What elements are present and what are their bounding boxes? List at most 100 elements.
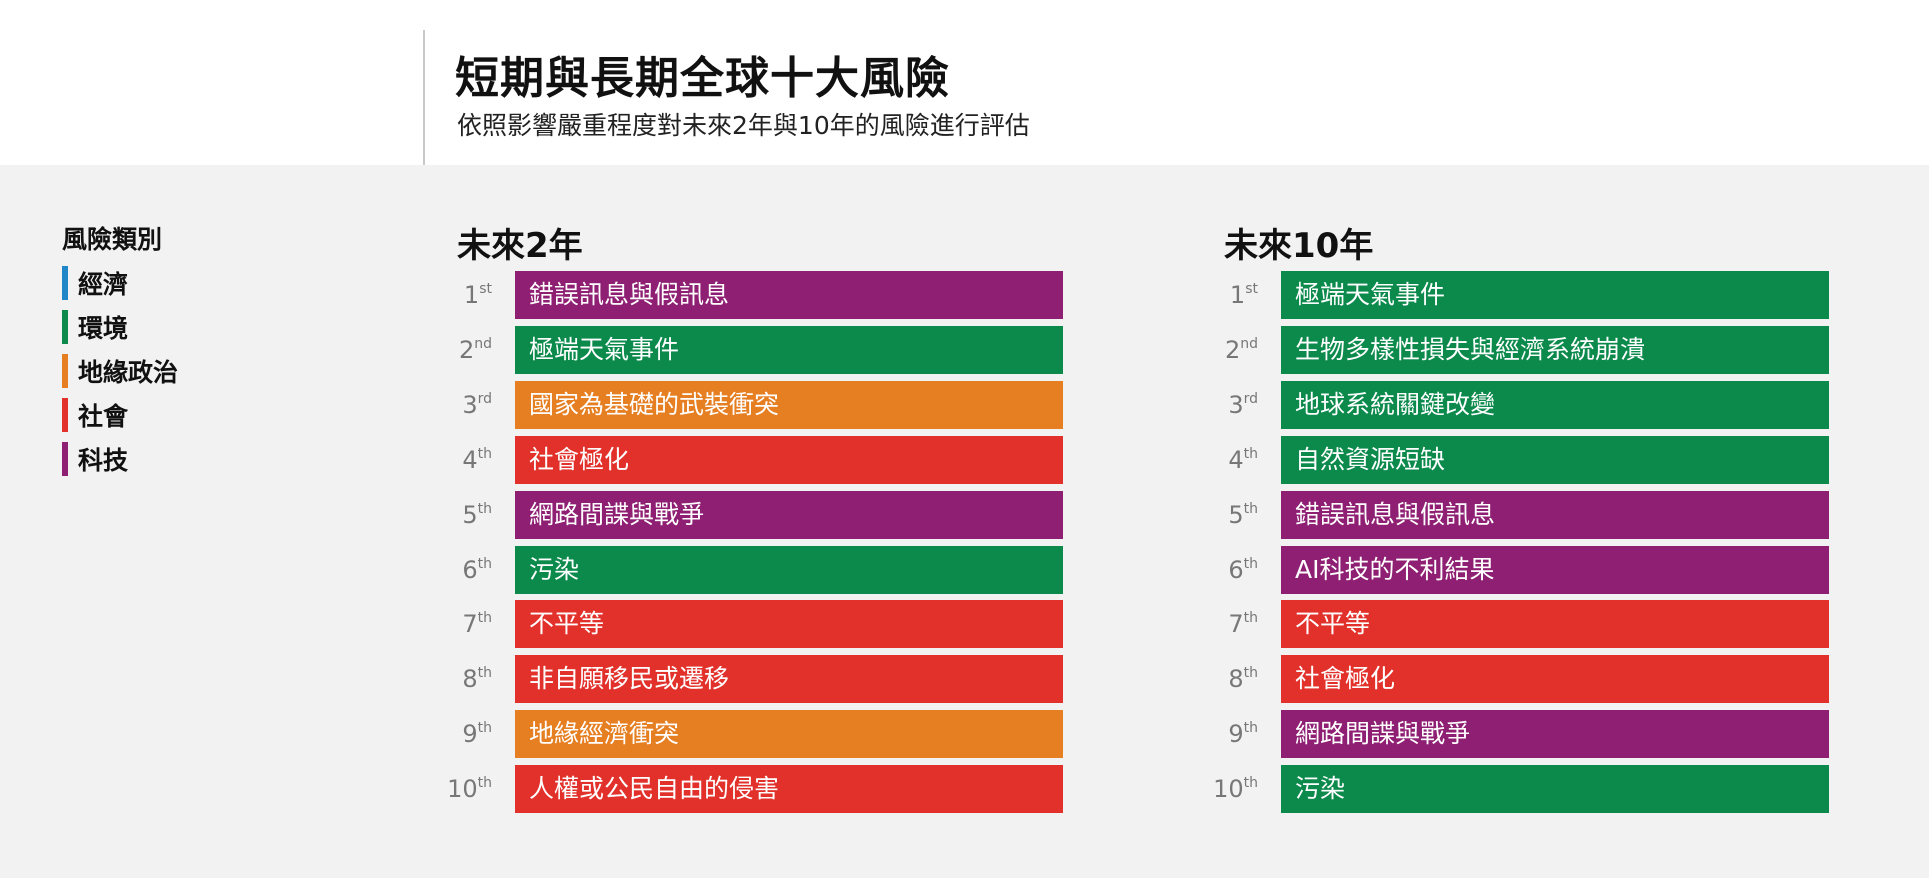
rank-number: 10 xyxy=(447,775,478,804)
rank-suffix: th xyxy=(1243,500,1258,517)
rank-number: 1 xyxy=(463,281,480,309)
rank-label: 9th xyxy=(1228,720,1258,748)
legend-label: 社會 xyxy=(78,402,129,431)
rank-suffix: th xyxy=(1243,720,1258,737)
rank-number: 5 xyxy=(1228,500,1244,529)
rank-number: 3 xyxy=(1228,390,1244,419)
legend-label: 環境 xyxy=(78,314,129,343)
column-title: 未來2年 xyxy=(457,226,583,266)
page-title: 短期與長期全球十大風險 xyxy=(455,53,950,104)
rank-label: 3rd xyxy=(1228,391,1258,419)
rank-number: 6 xyxy=(462,555,478,584)
legend-label: 科技 xyxy=(78,446,129,475)
rank-label: 2nd xyxy=(459,336,492,364)
rank-suffix: th xyxy=(1243,665,1258,682)
risk-bar-societal: 非自願移民或遷移 xyxy=(515,655,1063,704)
legend-swatch xyxy=(62,354,68,388)
risk-bar-societal: 社會極化 xyxy=(1281,655,1829,704)
rank-label: 5th xyxy=(1228,501,1258,529)
rank-label: 4th xyxy=(1228,446,1258,474)
rank-label: 4th xyxy=(462,446,492,474)
rank-label: 1st xyxy=(1230,281,1258,309)
rank-number: 9 xyxy=(1228,720,1244,749)
column-title: 未來10年 xyxy=(1224,226,1374,266)
rank-number: 8 xyxy=(1228,665,1244,694)
rank-suffix: th xyxy=(477,555,492,572)
rank-number: 4 xyxy=(462,445,478,474)
risk-bar-societal: 不平等 xyxy=(515,600,1063,649)
legend-item-technological: 科技 xyxy=(62,442,178,476)
rank-suffix: st xyxy=(479,281,492,297)
rank-suffix: st xyxy=(1245,281,1258,297)
legend: 風險類別 經濟環境地緣政治社會科技 xyxy=(62,220,178,486)
legend-swatch xyxy=(62,442,68,476)
legend-title: 風險類別 xyxy=(62,225,163,254)
risk-bar-environmental: 極端天氣事件 xyxy=(1281,271,1829,319)
rank-number: 5 xyxy=(462,500,478,529)
risk-bar-technological: 網路間諜與戰爭 xyxy=(1281,710,1829,759)
rank-suffix: th xyxy=(477,500,492,517)
legend-item-geopolitical: 地緣政治 xyxy=(62,354,178,388)
rank-number: 3 xyxy=(462,390,478,419)
risk-bar-technological: 網路間諜與戰爭 xyxy=(515,490,1063,539)
rank-number: 9 xyxy=(462,720,478,749)
rank-label: 8th xyxy=(1228,665,1258,693)
rank-label: 2nd xyxy=(1225,336,1258,364)
rank-suffix: rd xyxy=(1243,390,1258,407)
rank-number: 8 xyxy=(462,665,478,694)
legend-items: 經濟環境地緣政治社會科技 xyxy=(62,266,178,476)
risk-bar-environmental: 污染 xyxy=(515,545,1063,594)
rank-suffix: th xyxy=(477,610,492,627)
rank-label: 1st xyxy=(464,281,492,309)
rank-label: 10th xyxy=(447,775,492,803)
risk-bar-environmental: 生物多樣性損失與經濟系統崩潰 xyxy=(1281,325,1829,374)
risk-bar-geopolitical: 地緣經濟衝突 xyxy=(515,710,1063,759)
risk-bar-societal: 社會極化 xyxy=(515,435,1063,484)
rank-suffix: rd xyxy=(477,390,492,407)
header-divider xyxy=(423,30,425,165)
rank-suffix: th xyxy=(1243,775,1258,792)
legend-item-environmental: 環境 xyxy=(62,310,178,344)
rank-label: 6th xyxy=(1228,556,1258,584)
rank-number: 2 xyxy=(458,335,475,364)
legend-label: 地緣政治 xyxy=(78,358,179,387)
risk-bar-societal: 人權或公民自由的侵害 xyxy=(515,765,1063,814)
rank-label: 7th xyxy=(462,610,492,638)
rank-number: 1 xyxy=(1229,281,1246,309)
rank-label: 6th xyxy=(462,556,492,584)
header: 短期與長期全球十大風險 依照影響嚴重程度對未來2年與10年的風險進行評估 xyxy=(0,0,1929,165)
rank-suffix: th xyxy=(1243,610,1258,627)
legend-swatch xyxy=(62,266,68,300)
rank-suffix: th xyxy=(477,720,492,737)
legend-swatch xyxy=(62,398,68,432)
risk-bar-technological: 錯誤訊息與假訊息 xyxy=(1281,490,1829,539)
legend-label: 經濟 xyxy=(78,270,129,299)
risk-bar-environmental: 極端天氣事件 xyxy=(515,325,1063,374)
rank-label: 7th xyxy=(1228,610,1258,638)
risk-bar-technological: AI科技的不利結果 xyxy=(1281,545,1829,594)
risk-bar-environmental: 污染 xyxy=(1281,765,1829,814)
rank-number: 10 xyxy=(1213,775,1244,804)
legend-swatch xyxy=(62,310,68,344)
risk-bar-geopolitical: 國家為基礎的武裝衝突 xyxy=(515,380,1063,429)
rank-suffix: th xyxy=(1243,555,1258,572)
rank-number: 6 xyxy=(1228,555,1244,584)
risk-bar-environmental: 地球系統關鍵改變 xyxy=(1281,380,1829,429)
rank-label: 10th xyxy=(1213,775,1258,803)
page-subtitle: 依照影響嚴重程度對未來2年與10年的風險進行評估 xyxy=(457,111,1030,140)
rank-suffix: nd xyxy=(474,335,492,352)
rank-label: 5th xyxy=(462,501,492,529)
legend-item-economic: 經濟 xyxy=(62,266,178,300)
risk-bar-technological: 錯誤訊息與假訊息 xyxy=(515,271,1063,319)
rank-label: 8th xyxy=(462,665,492,693)
rank-number: 7 xyxy=(1228,610,1244,639)
rank-suffix: th xyxy=(477,775,492,792)
rank-number: 4 xyxy=(1228,445,1244,474)
rank-number: 2 xyxy=(1224,335,1241,364)
rank-label: 9th xyxy=(462,720,492,748)
legend-item-societal: 社會 xyxy=(62,398,178,432)
rank-suffix: th xyxy=(1243,445,1258,462)
risk-bar-environmental: 自然資源短缺 xyxy=(1281,435,1829,484)
rank-number: 7 xyxy=(462,610,478,639)
